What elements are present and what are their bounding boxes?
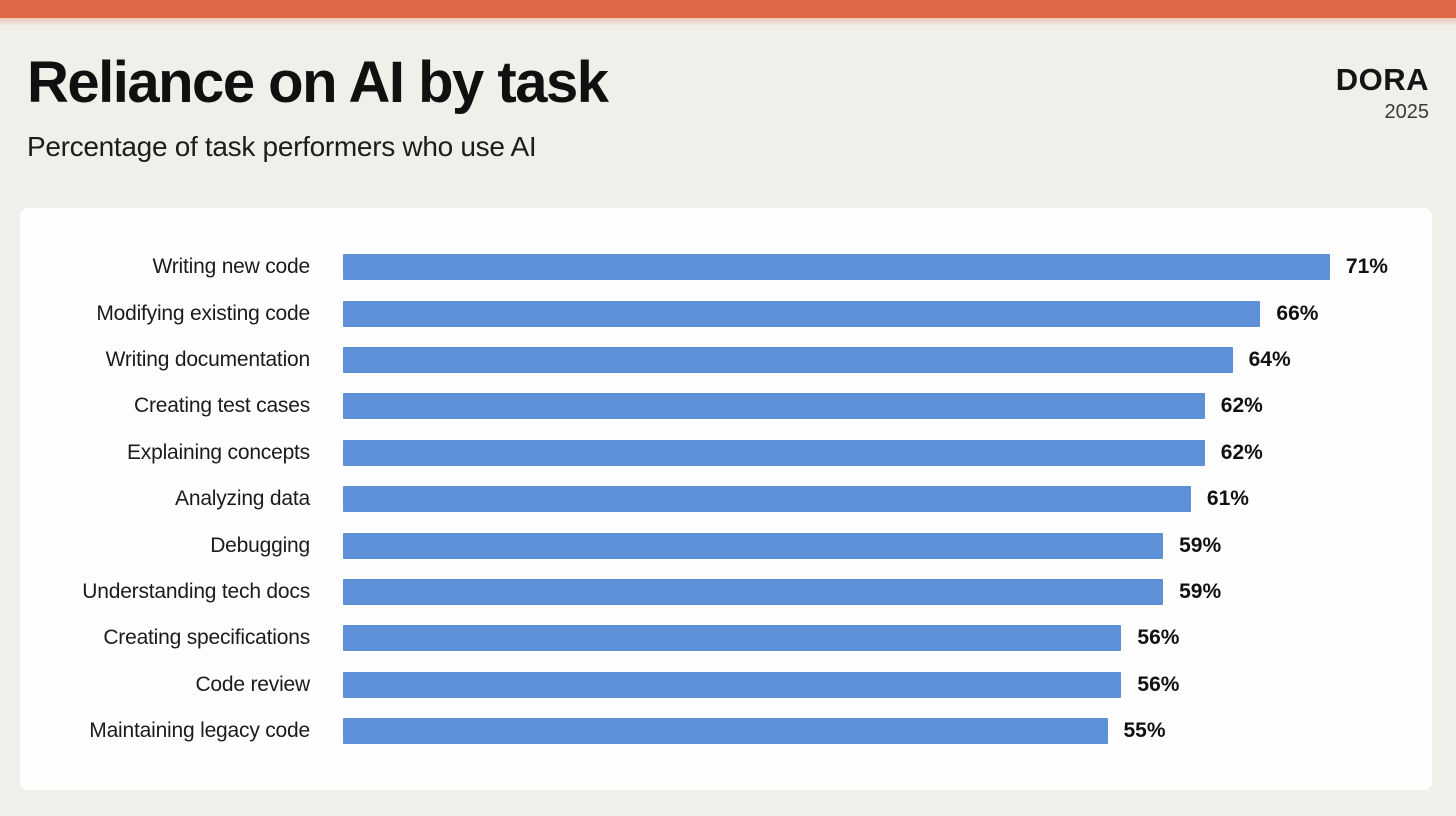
- bar-value: 64%: [1248, 347, 1291, 371]
- bar: [343, 486, 1191, 513]
- bar-track: 61%: [343, 486, 1432, 513]
- dora-logo-text: DORA: [1335, 62, 1429, 97]
- bar-track: 56%: [343, 671, 1432, 698]
- bar-label: Modifying existing code: [96, 301, 310, 325]
- bar-label: Writing new code: [152, 255, 311, 279]
- bar-label: Code review: [195, 672, 310, 696]
- bar: [343, 532, 1164, 559]
- bar-track: 62%: [343, 439, 1432, 466]
- bar-track: 66%: [343, 300, 1432, 327]
- bar: [343, 671, 1122, 698]
- bar-value: 62%: [1220, 394, 1263, 418]
- bar-label: Maintaining legacy code: [89, 719, 310, 743]
- chart-row: Modifying existing code 66%: [20, 290, 1432, 336]
- chart-row: Creating test cases 62%: [20, 383, 1432, 429]
- bar-label: Explaining concepts: [127, 440, 310, 464]
- chart-row: Writing documentation 64%: [20, 337, 1432, 383]
- bar-label: Creating test cases: [134, 394, 310, 418]
- chart-row: Maintaining legacy code 55%: [20, 708, 1432, 754]
- dora-logo-year: 2025: [1384, 101, 1430, 123]
- accent-topbar: [0, 0, 1456, 18]
- bar-track: 71%: [343, 254, 1432, 281]
- bar: [343, 254, 1330, 281]
- bar-label: Understanding tech docs: [82, 579, 310, 603]
- dora-logo: DORA 2025: [1336, 62, 1429, 124]
- bar-label: Analyzing data: [175, 487, 310, 511]
- bar: [343, 300, 1261, 327]
- chart-row: Writing new code 71%: [20, 244, 1432, 290]
- bar: [343, 625, 1122, 652]
- bar-value: 56%: [1137, 626, 1180, 650]
- chart-panel: Writing new code 71% Modifying existing …: [20, 208, 1432, 790]
- bar-value: 59%: [1179, 579, 1222, 603]
- page-title: Reliance on AI by task: [27, 50, 609, 115]
- bar-value: 71%: [1345, 255, 1388, 279]
- chart-row: Explaining concepts 62%: [20, 430, 1432, 476]
- bar-label: Creating specifications: [103, 626, 310, 650]
- bar-track: 62%: [343, 393, 1432, 420]
- header: Reliance on AI by task Percentage of tas…: [0, 26, 1456, 163]
- bar: [343, 718, 1108, 745]
- accent-topbar-fade: [0, 18, 1456, 26]
- bar-value: 55%: [1123, 719, 1166, 743]
- bar: [343, 578, 1164, 605]
- bar-value: 59%: [1179, 533, 1222, 557]
- page-subtitle: Percentage of task performers who use AI: [27, 130, 537, 162]
- bar: [343, 393, 1205, 420]
- bar-track: 56%: [343, 625, 1432, 652]
- chart-row: Debugging 59%: [20, 522, 1432, 568]
- bar-track: 59%: [343, 532, 1432, 559]
- chart-row: Analyzing data 61%: [20, 476, 1432, 522]
- bar-track: 64%: [343, 346, 1432, 373]
- bar-track: 55%: [343, 718, 1432, 745]
- bar-value: 61%: [1206, 487, 1249, 511]
- bar-label: Writing documentation: [105, 347, 311, 371]
- bar-value: 62%: [1220, 440, 1263, 464]
- bar-chart: Writing new code 71% Modifying existing …: [20, 208, 1432, 754]
- bar-value: 56%: [1137, 672, 1180, 696]
- chart-row: Code review 56%: [20, 662, 1432, 708]
- bar-track: 59%: [343, 578, 1432, 605]
- chart-row: Creating specifications 56%: [20, 615, 1432, 661]
- bar-value: 66%: [1276, 301, 1319, 325]
- bar-label: Debugging: [210, 533, 310, 557]
- bar: [343, 346, 1233, 373]
- bar: [343, 439, 1205, 466]
- chart-row: Understanding tech docs 59%: [20, 569, 1432, 615]
